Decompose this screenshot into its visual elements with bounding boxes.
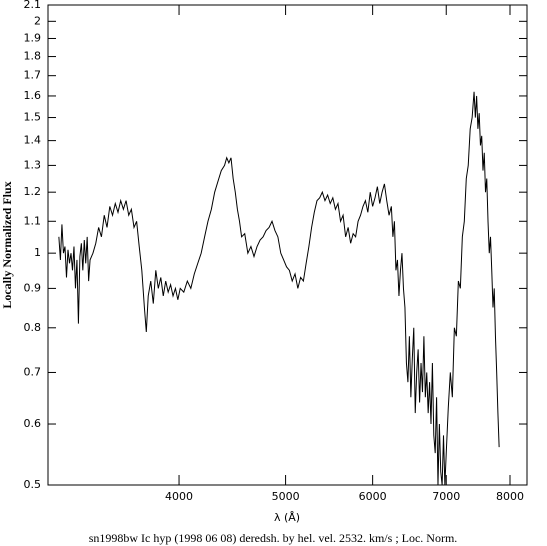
y-tick-label: 1.7 (24, 69, 42, 82)
y-tick-label: 1.9 (24, 31, 42, 44)
x-tick-label: 4000 (165, 490, 193, 503)
x-tick-label: 6000 (359, 490, 387, 503)
y-tick-label: 1 (34, 246, 41, 259)
y-tick-label: 0.6 (24, 417, 42, 430)
x-tick-label: 7000 (432, 490, 460, 503)
y-tick-label: 0.8 (24, 321, 42, 334)
y-tick-label: 1.5 (24, 111, 42, 124)
x-tick-label: 5000 (272, 490, 300, 503)
y-tick-label: 1.3 (24, 158, 42, 171)
y-tick-label: 1.8 (24, 50, 42, 63)
y-tick-label: 0.9 (24, 281, 42, 294)
y-tick-label: 1.6 (24, 89, 42, 102)
y-tick-label: 1.2 (24, 185, 42, 198)
x-tick-label: 8000 (496, 490, 524, 503)
y-tick-label: 1.4 (24, 134, 42, 147)
caption: sn1998bw Ic hyp (1998 06 08) deredsh. by… (89, 531, 458, 545)
y-tick-label: 0.5 (24, 478, 42, 491)
y-tick-label: 1.1 (24, 214, 42, 227)
plot-frame (47, 4, 528, 486)
x-axis-label: λ (Å) (274, 511, 300, 524)
y-axis-label: Locally Normalized Flux (0, 181, 14, 308)
y-tick-label: 2 (34, 14, 41, 27)
y-tick-label: 2.1 (24, 0, 42, 11)
spectrum-line (58, 91, 500, 486)
y-tick-label: 0.7 (24, 365, 42, 378)
